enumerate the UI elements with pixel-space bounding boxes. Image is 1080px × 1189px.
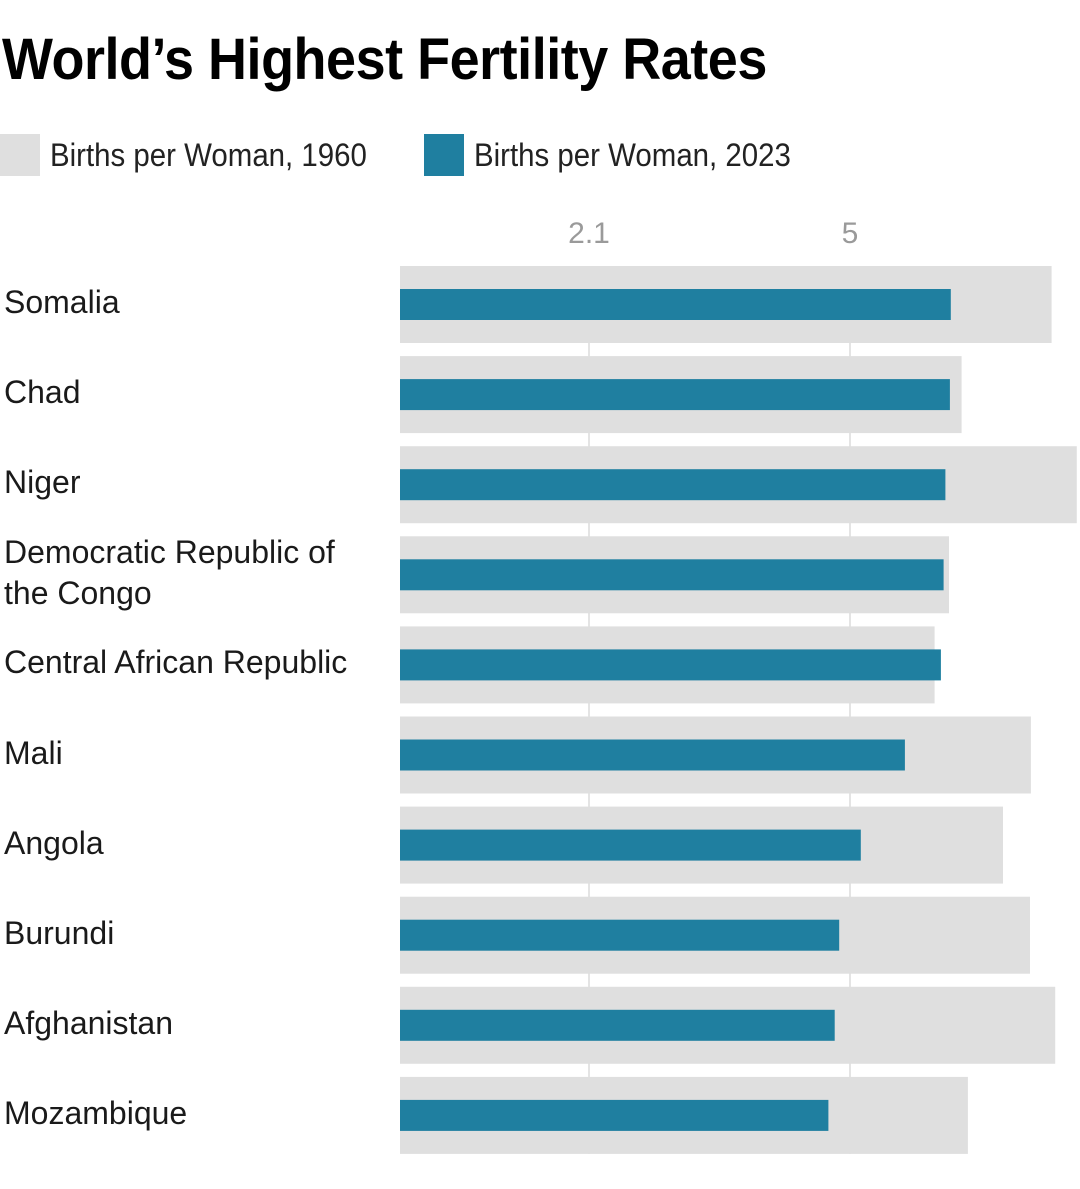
x-tick-label: 5 bbox=[842, 217, 859, 250]
category-label-line: Mozambique bbox=[4, 1094, 188, 1131]
category-label-line: Niger bbox=[4, 464, 81, 501]
bar-group-democratic-republic-of-the-congo bbox=[400, 536, 949, 614]
bar-2023 bbox=[400, 1099, 829, 1131]
chart-title: World’s Highest Fertility Rates bbox=[2, 27, 767, 92]
bar-2023 bbox=[400, 649, 941, 681]
category-label-line: Chad bbox=[4, 374, 81, 411]
category-label: Chad bbox=[4, 372, 394, 413]
category-label-line: Afghanistan bbox=[4, 1004, 174, 1041]
bar-2023 bbox=[400, 559, 944, 591]
category-label: Afghanistan bbox=[4, 1003, 394, 1044]
category-label-line: the Congo bbox=[4, 574, 152, 611]
legend-label-2023: Births per Woman, 2023 bbox=[474, 136, 792, 173]
bar-2023 bbox=[400, 379, 950, 411]
category-label: Niger bbox=[4, 462, 394, 503]
legend-item-1960: Births per Woman, 1960 bbox=[0, 134, 394, 176]
category-label-line: Angola bbox=[4, 824, 104, 861]
legend-label-1960: Births per Woman, 1960 bbox=[50, 136, 367, 173]
bar-group-chad bbox=[400, 356, 962, 434]
bar-group-burundi bbox=[400, 896, 1030, 974]
legend-swatch-2023 bbox=[424, 134, 465, 176]
bar-2023 bbox=[400, 919, 840, 951]
category-label: Mozambique bbox=[4, 1093, 394, 1134]
bar-2023 bbox=[400, 829, 861, 861]
bar-2023 bbox=[400, 289, 951, 320]
category-label-line: Mali bbox=[4, 734, 63, 771]
category-label-line: Somalia bbox=[4, 284, 120, 320]
bar-2023 bbox=[400, 1009, 835, 1041]
bar-group-somalia bbox=[400, 266, 1052, 343]
bar-group-mozambique bbox=[400, 1076, 968, 1154]
x-tick-label: 2.1 bbox=[568, 217, 610, 250]
legend-swatch-1960 bbox=[0, 134, 40, 176]
category-label-line: Burundi bbox=[4, 914, 115, 951]
legend-item-2023: Births per Woman, 2023 bbox=[424, 134, 818, 176]
bar-2023 bbox=[400, 469, 946, 501]
bar-group-central-african-republic bbox=[400, 626, 941, 704]
category-label: Democratic Republic of the Congo bbox=[4, 532, 394, 614]
category-label: Burundi bbox=[4, 913, 394, 954]
bar-group-afghanistan bbox=[400, 986, 1056, 1064]
bar-group-niger bbox=[400, 446, 1077, 524]
category-label: Somalia bbox=[4, 282, 394, 323]
bar-group-angola bbox=[400, 806, 1003, 884]
category-label: Mali bbox=[4, 733, 394, 774]
category-label: Angola bbox=[4, 823, 394, 864]
bar-2023 bbox=[400, 739, 905, 771]
bar-group-mali bbox=[400, 716, 1031, 794]
category-label: Central African Republic bbox=[4, 642, 394, 683]
category-label-line: Central African Republic bbox=[4, 644, 348, 681]
legend: Births per Woman, 1960 Births per Woman,… bbox=[0, 134, 849, 176]
category-label-line: Democratic Republic of bbox=[4, 533, 335, 570]
